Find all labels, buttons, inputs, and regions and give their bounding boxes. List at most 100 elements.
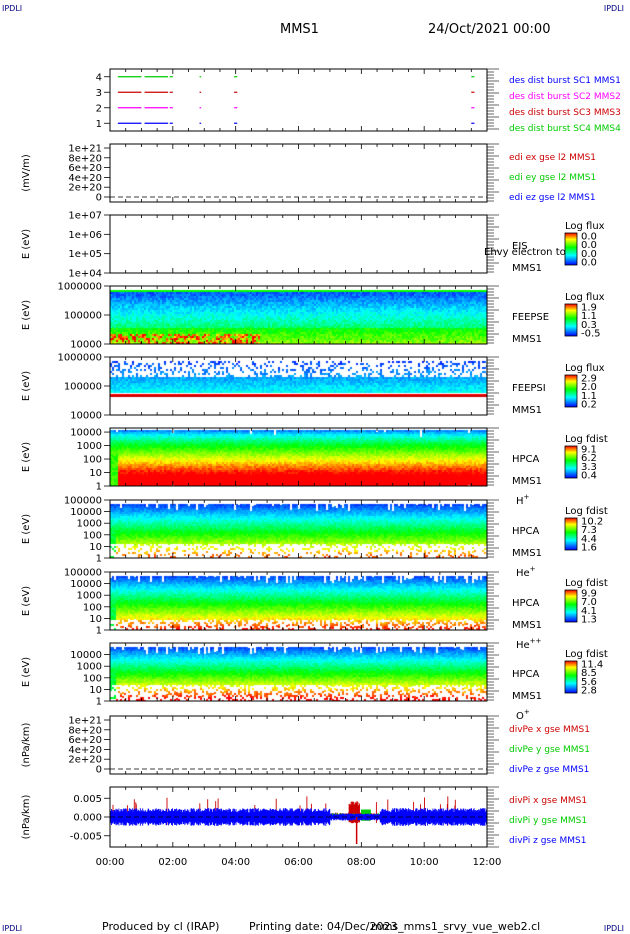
- y-tick-label: 1e+04: [68, 269, 102, 280]
- x-tick-label: 00:00: [96, 857, 125, 868]
- colorbar-tick-label: 0.2: [581, 400, 597, 411]
- colorbar-tick-label: 7.3: [581, 525, 597, 536]
- y-tick-label: 10000: [70, 428, 102, 439]
- y-tick-label: 10: [89, 614, 102, 625]
- colorbar-tick-label: 9.1: [581, 445, 597, 456]
- y-tick-label: 100000: [64, 568, 102, 579]
- legend-entry: divPi x gse MMS1: [509, 796, 587, 806]
- y-tick-label: 10: [89, 468, 102, 479]
- legend-entry: des dist burst SC4 MMS4: [509, 124, 621, 134]
- footer-produced-by: Produced by cl (IRAP): [102, 920, 220, 933]
- colorbar-tick-label: 8.5: [581, 668, 597, 679]
- y-tick-label: 1000: [77, 519, 102, 530]
- colorbar-label: Log flux: [565, 363, 605, 374]
- feepsi-spectrogram: [110, 357, 487, 415]
- y-tick-label: 100: [83, 530, 102, 541]
- divpi-traces: [109, 796, 487, 844]
- spacecraft-label: MMS1: [512, 691, 542, 702]
- y-tick-label: 1000: [77, 662, 102, 673]
- y-tick-label: 1e+05: [68, 249, 102, 260]
- panel-frame: [109, 715, 488, 775]
- spacecraft-label: MMS1: [512, 548, 542, 559]
- legend-entry: divPe y gse MMS1: [509, 745, 590, 755]
- x-tick-label: 10:00: [410, 857, 439, 868]
- spacecraft-label: MMS1: [512, 476, 542, 487]
- colorbar-label: Log fdist: [565, 649, 608, 660]
- y-tick-label: 100000: [64, 311, 102, 322]
- colorbar-label: Log flux: [565, 221, 605, 232]
- y-tick-label: 3: [96, 88, 102, 99]
- species-label: He+: [516, 565, 536, 579]
- legend-entry: edi ex gse l2 MMS1: [509, 153, 596, 163]
- x-tick-label: 04:00: [221, 857, 250, 868]
- y-tick-label: 2e+20: [68, 755, 102, 766]
- colorbar-tick-label: 1.3: [581, 615, 597, 626]
- x-tick-label: 08:00: [347, 857, 376, 868]
- y-tick-label: 10: [89, 685, 102, 696]
- y-tick-label: 6e+20: [68, 163, 102, 174]
- panel-frame: [109, 143, 488, 203]
- colorbar-tick-label: 3.3: [581, 462, 597, 473]
- y-tick-label: 100: [83, 602, 102, 613]
- y-tick-label: 8e+20: [68, 153, 102, 164]
- y-tick-label: 8e+20: [68, 725, 102, 736]
- corner-label-bottom-right: IPDLI: [603, 924, 624, 933]
- y-tick-label: 1000000: [57, 282, 102, 293]
- instrument-label: HPCA: [512, 454, 540, 465]
- y-tick-label: 1000000: [57, 353, 102, 364]
- date-title: 24/Oct/2021 00:00: [428, 22, 551, 37]
- colorbar-label: Log flux: [565, 292, 605, 303]
- hpca-spectrogram: [110, 572, 487, 630]
- colorbar: [564, 303, 578, 337]
- instrument-label: FEEPSE: [512, 312, 549, 323]
- colorbar-tick-label: 7.0: [581, 597, 597, 608]
- colorbar-tick-label: 10.2: [581, 517, 603, 528]
- colorbar: [564, 517, 578, 551]
- colorbar: [564, 232, 578, 266]
- y-tick-label: 0.000: [73, 813, 102, 824]
- y-tick-label: 1: [96, 482, 102, 493]
- colorbar-tick-label: 4.4: [581, 534, 597, 545]
- feepse-spectrogram: [110, 286, 487, 344]
- y-tick-label: 10000: [70, 650, 102, 661]
- y-axis-label: E (eV): [21, 586, 32, 616]
- colorbar-tick-label: 11.4: [581, 660, 603, 671]
- colorbar-label: Log fdist: [565, 506, 608, 517]
- y-tick-label: 10000: [70, 579, 102, 590]
- y-tick-label: 10000: [70, 411, 102, 422]
- y-axis-label: (nPa/km): [21, 723, 32, 768]
- instrument-label: HPCA: [512, 669, 540, 680]
- colorbar-tick-label: 0.4: [581, 471, 597, 482]
- y-tick-label: 4: [96, 72, 102, 83]
- y-axis-label: (mV/m): [21, 154, 32, 192]
- species-label: H+: [516, 493, 530, 507]
- y-tick-label: 1e+21: [68, 144, 102, 155]
- legend-entry: des dist burst SC2 MMS2: [509, 92, 621, 102]
- y-tick-label: 1: [96, 626, 102, 637]
- y-axis-label: E (eV): [21, 514, 32, 544]
- species-label: O+: [516, 708, 530, 722]
- hpca-spectrogram: [110, 643, 487, 701]
- y-tick-label: 10000: [70, 340, 102, 351]
- corner-label-top-right: IPDLI: [603, 4, 624, 13]
- y-tick-label: -0.005: [70, 831, 102, 842]
- corner-label-top-left: IPDLI: [2, 4, 23, 13]
- instrument-label: EIS: [512, 241, 528, 252]
- y-tick-label: 0: [96, 193, 102, 204]
- y-tick-label: 4e+20: [68, 173, 102, 184]
- y-axis-label: E (eV): [21, 442, 32, 472]
- y-axis-label: E (eV): [21, 371, 32, 401]
- colorbar-tick-label: 1.6: [581, 543, 597, 554]
- colorbar-tick-label: 0.3: [581, 320, 597, 331]
- y-axis-label: (nPa/km): [21, 795, 32, 840]
- colorbar-tick-label: 5.6: [581, 677, 597, 688]
- colorbar-tick-label: 2.8: [581, 686, 597, 697]
- colorbar-tick-label: 1.1: [581, 391, 597, 402]
- colorbar-tick-label: 0.0: [581, 240, 597, 251]
- corner-label-bottom-left: IPDLI: [2, 924, 23, 933]
- y-tick-label: 100000: [64, 382, 102, 393]
- y-tick-label: 0.005: [73, 794, 102, 805]
- colorbar-tick-label: 9.9: [581, 589, 597, 600]
- colorbar: [564, 589, 578, 623]
